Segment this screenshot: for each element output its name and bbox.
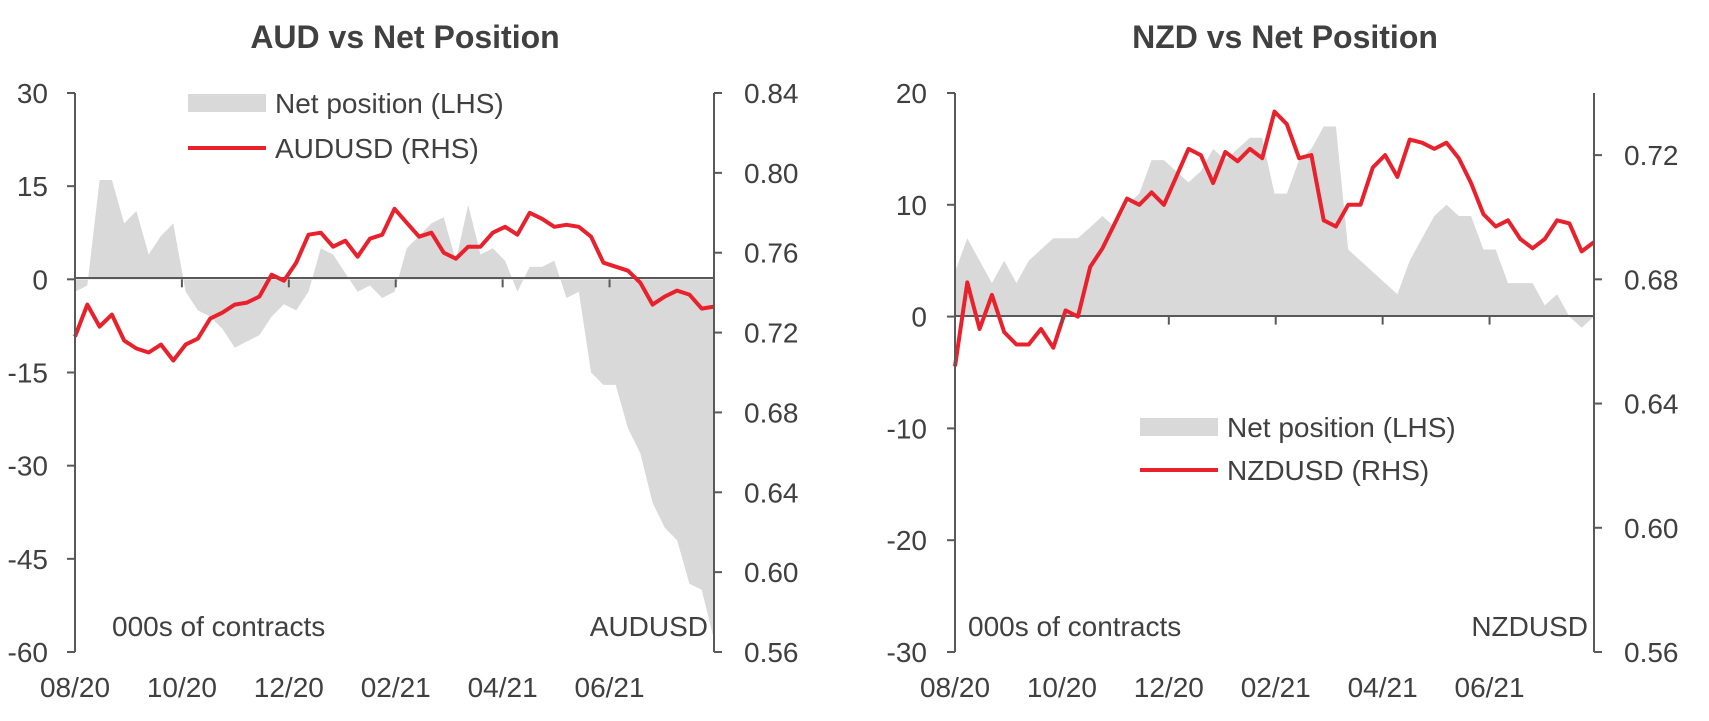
aud-right-tick-label: 0.84 [744,78,799,109]
aud-left-tick-label: -15 [8,358,48,389]
aud-left-tick-label: -45 [8,544,48,575]
nzd-left-tick-label: 0 [911,302,927,333]
nzd-net-position-area-layer [955,126,1594,328]
aud-right-tick-label: 0.72 [744,318,799,349]
nzd-x-tick-label: 12/20 [1134,672,1204,703]
nzd-left-tick-label: 20 [896,78,927,109]
nzd-pair-note: NZDUSD [1471,611,1588,642]
aud-left-tick-labels: 30 15 0 -15 -30 -45 -60 [8,78,75,668]
aud-right-tick-label: 0.60 [744,557,799,588]
aud-x-tick-labels: 08/20 10/20 12/20 02/21 04/21 06/21 [40,279,645,703]
nzd-legend-area-swatch [1140,418,1218,436]
aud-audusd-line-layer [73,206,715,363]
nzd-x-tick-label: 08/20 [920,672,990,703]
aud-net-position-area-layer [75,180,714,640]
aud-left-tick-label: -30 [8,451,48,482]
nzd-right-tick-label: 0.56 [1624,637,1679,668]
aud-x-tick-label: 04/21 [468,672,538,703]
nzd-legend: Net position (LHS) NZDUSD (RHS) [1140,412,1456,486]
aud-x-tick-label: 12/20 [254,672,324,703]
nzd-left-tick-label: -10 [887,413,927,444]
aud-right-tick-label: 0.76 [744,238,799,269]
nzd-left-tick-label: -20 [887,525,927,556]
nzd-x-tick-label: 02/21 [1241,672,1311,703]
aud-x-tick-label: 10/20 [147,672,217,703]
nzd-net-position-area [955,126,1594,328]
aud-right-tick-labels: 0.84 0.80 0.76 0.72 0.68 0.64 0.60 0.56 [714,78,799,668]
aud-x-tick-label: 02/21 [361,672,431,703]
nzd-right-tick-label: 0.64 [1624,389,1679,420]
aud-units-note: 000s of contracts [112,611,325,642]
nzd-x-tick-label: 10/20 [1027,672,1097,703]
nzd-chart-title: NZD vs Net Position [1132,19,1438,55]
aud-x-tick-label: 08/20 [40,672,110,703]
aud-legend: Net position (LHS) AUDUSD (RHS) [188,88,504,164]
aud-left-tick-label: 0 [32,264,48,295]
aud-left-tick-label: 30 [17,78,48,109]
aud-left-tick-label: -60 [8,637,48,668]
nzd-x-tick-label: 06/21 [1455,672,1525,703]
aud-net-position-area [75,180,714,640]
aud-chart: AUD vs Net Position 30 15 0 -15 -30 -45 -60 0.… [8,19,799,703]
aud-fx-line [73,206,715,363]
aud-legend-area-swatch [188,94,266,112]
nzd-right-tick-label: 0.72 [1624,140,1679,171]
nzd-right-tick-label: 0.60 [1624,513,1679,544]
nzd-left-tick-label: -30 [887,637,927,668]
aud-pair-note: AUDUSD [590,611,708,642]
nzd-right-tick-labels: 0.72 0.68 0.64 0.60 0.56 [1594,140,1679,668]
nzd-x-tick-label: 04/21 [1348,672,1418,703]
aud-right-tick-label: 0.80 [744,158,799,189]
nzd-left-tick-label: 10 [896,190,927,221]
aud-right-tick-label: 0.56 [744,637,799,668]
nzd-left-tick-labels: 20 10 0 -10 -20 -30 [887,78,955,668]
nzd-x-tick-labels: 08/20 10/20 12/20 02/21 04/21 06/21 [920,316,1525,703]
aud-x-tick-label: 06/21 [575,672,645,703]
nzd-units-note: 000s of contracts [968,611,1181,642]
nzd-legend-nzdusd-label: NZDUSD (RHS) [1227,455,1429,486]
aud-right-tick-label: 0.64 [744,477,799,508]
aud-legend-net-position-label: Net position (LHS) [275,88,504,119]
aud-legend-audusd-label: AUDUSD (RHS) [275,133,479,164]
aud-right-tick-label: 0.68 [744,397,799,428]
aud-chart-title: AUD vs Net Position [250,19,559,55]
nzd-right-tick-label: 0.68 [1624,264,1679,295]
aud-left-tick-label: 15 [17,171,48,202]
nzd-legend-net-position-label: Net position (LHS) [1227,412,1456,443]
